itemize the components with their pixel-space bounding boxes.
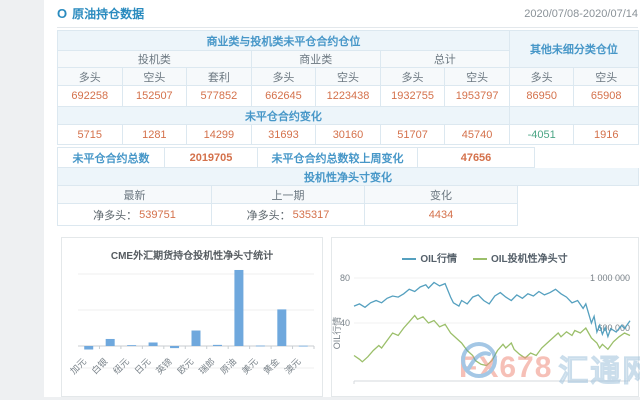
positions-table: 商业类与投机类未平仓合约仓位 其他未细分类仓位 投机类 商业类 总计 多头 空头套… <box>57 30 639 226</box>
net-values-row: 净多头： 539751 净多头： 535317 4434 <box>57 204 639 226</box>
net-latest-cell: 净多头： 539751 <box>58 204 212 226</box>
svg-text:英镑: 英镑 <box>153 356 174 377</box>
line-chart-legend: OIL行情 OIL投机性净头寸 <box>332 250 638 265</box>
table-cell: 51707 <box>380 125 446 145</box>
legend-oil-price: OIL行情 <box>402 250 457 265</box>
oil-price-netposition-line-chart: OIL行情 OIL投机性净头寸 80 40 1 000 000 600 000 OIL行… <box>331 237 639 397</box>
group-header-speculative: 投机类 <box>58 51 252 68</box>
content-panel: O 原油持仓数据 2020/07/08-2020/07/14 商业类与投机类未平… <box>44 0 640 397</box>
legend-swatch-blue <box>402 258 417 261</box>
cme-net-position-bar-chart: CME外汇期货持仓投机性净头寸统计 加元 白银 纽元 日元 英镑 欧元 瑞郎 原油 美元 黄金 澳元 <box>61 237 323 397</box>
oil-bullet-icon: O <box>57 6 68 21</box>
svg-text:原油: 原油 <box>218 356 239 377</box>
svg-text:澳元: 澳元 <box>282 356 303 377</box>
net-header-row: 最新 上一期 变化 <box>57 186 639 204</box>
svg-text:纽元: 纽元 <box>111 356 132 377</box>
table-cell: 空头 <box>574 68 639 86</box>
table-cell: 空头 <box>445 68 510 86</box>
page-header: O 原油持仓数据 2020/07/08-2020/07/14 <box>57 0 638 28</box>
table-cell: 45740 <box>445 125 510 145</box>
total-change-label: 未平仓合约总数较上周变化 <box>258 147 418 168</box>
table-cell: -4051 <box>509 125 575 145</box>
date-range: 2020/07/08-2020/07/14 <box>524 7 638 20</box>
bar-chart-canvas: 加元 白银 纽元 日元 英镑 欧元 瑞郎 原油 美元 黄金 澳元 <box>68 269 315 377</box>
net-col-previous: 上一期 <box>212 186 365 204</box>
svg-text:黄金: 黄金 <box>261 356 282 377</box>
net-change-cell: 4434 <box>365 204 518 226</box>
table-cell: 1916 <box>574 125 639 145</box>
net-banner-row: 投机性净头寸变化 <box>57 168 639 186</box>
positions-row: 692258 152507 577852 662645 1223438 1932755 19… <box>57 86 639 107</box>
net-previous-cell: 净多头： 535317 <box>212 204 365 226</box>
svg-text:美元: 美元 <box>239 356 260 377</box>
svg-text:日元: 日元 <box>133 356 153 376</box>
svg-text:加元: 加元 <box>68 356 88 376</box>
svg-text:600 000: 600 000 <box>597 323 630 333</box>
group-header-total: 总计 <box>380 51 510 68</box>
table-cell: 662645 <box>251 86 317 107</box>
table-cell: 31693 <box>251 125 317 145</box>
legend-swatch-green <box>473 258 487 261</box>
svg-text:40: 40 <box>340 318 350 328</box>
group-header-commercial: 商业类 <box>251 51 381 68</box>
page-title[interactable]: O 原油持仓数据 <box>57 5 144 22</box>
table-cell: 65908 <box>574 86 639 107</box>
line-chart-canvas: 80 40 1 000 000 600 000 OIL行情 <box>332 273 631 384</box>
table-cell: 692258 <box>58 86 123 107</box>
svg-text:80: 80 <box>340 273 350 283</box>
net-header-spacer <box>518 186 639 204</box>
table-cell: 1223438 <box>316 86 381 107</box>
column-header-row: 多头 空头 套利 多头 空头 多头 空头 多头 空头 <box>57 68 639 86</box>
net-values-spacer <box>518 204 639 226</box>
table-cell: 多头 <box>251 68 317 86</box>
totals-row: 未平仓合约总数 2019705 未平仓合约总数较上周变化 47656 <box>57 147 639 168</box>
totals-row-spacer <box>535 147 639 168</box>
table-cell: 套利 <box>187 68 252 86</box>
net-banner: 投机性净头寸变化 <box>58 168 639 186</box>
table-header-block: 商业类与投机类未平仓合约仓位 其他未细分类仓位 投机类 商业类 总计 <box>57 30 639 68</box>
table-cell: 86950 <box>509 86 575 107</box>
svg-text:白银: 白银 <box>89 356 110 377</box>
table-cell: 5715 <box>58 125 123 145</box>
change-banner-row: 未平仓合约变化 <box>57 107 639 125</box>
table-cell: 多头 <box>58 68 123 86</box>
changes-row: 5715 1281 14299 31693 30160 51707 45740 -4051 19… <box>57 125 639 145</box>
table-cell: 空头 <box>316 68 381 86</box>
net-col-latest: 最新 <box>58 186 212 204</box>
table-cell: 1953797 <box>445 86 510 107</box>
section-header-commercial-speculative: 商业类与投机类未平仓合约仓位 <box>58 31 510 51</box>
total-label: 未平仓合约总数 <box>58 147 165 168</box>
svg-text:欧元: 欧元 <box>175 356 196 377</box>
table-cell: 14299 <box>187 125 252 145</box>
bar-chart-title: CME外汇期货持仓投机性净头寸统计 <box>110 251 274 262</box>
table-cell: 577852 <box>187 86 252 107</box>
total-change-value: 47656 <box>418 147 535 168</box>
table-cell: 多头 <box>380 68 446 86</box>
section-header-other: 其他未细分类仓位 <box>509 31 639 68</box>
svg-text:瑞郎: 瑞郎 <box>196 356 217 377</box>
svg-text:OIL行情: OIL行情 <box>332 317 342 350</box>
table-cell: 152507 <box>122 86 188 107</box>
table-cell: 空头 <box>122 68 188 86</box>
page-title-text: 原油持仓数据 <box>72 7 145 21</box>
table-cell: 30160 <box>316 125 381 145</box>
legend-oil-netpos: OIL投机性净头寸 <box>473 250 568 265</box>
change-banner: 未平仓合约变化 <box>58 107 510 125</box>
net-col-change: 变化 <box>365 186 518 204</box>
table-cell: 1932755 <box>380 86 446 107</box>
total-value: 2019705 <box>165 147 258 168</box>
table-cell: 1281 <box>122 125 188 145</box>
change-banner-spacer <box>509 107 639 125</box>
svg-text:1 000 000: 1 000 000 <box>590 273 630 283</box>
table-cell: 多头 <box>509 68 575 86</box>
